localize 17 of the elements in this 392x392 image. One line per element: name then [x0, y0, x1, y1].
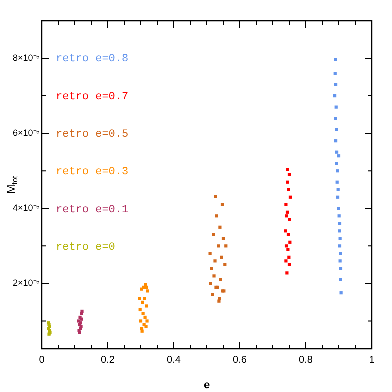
x-tick-label: 0.4 [167, 354, 182, 366]
x-axis-title: e [204, 379, 210, 392]
text: retro e=0 [56, 242, 116, 254]
x-tick-label: 1 [369, 354, 376, 366]
x-tick-label: 0.6 [233, 354, 248, 366]
text: retro e=0.5 [56, 129, 129, 142]
x-tick-label: 0.8 [299, 354, 314, 366]
x-tick-label: 0.2 [101, 354, 116, 366]
y-tick-label: 4×10⁻⁵ [12, 203, 40, 214]
text: retro e=0.7 [56, 91, 129, 104]
y-tick-label: 2×10⁻⁵ [12, 278, 40, 288]
text: retro e=0.1 [56, 204, 130, 216]
x-tick-label: 0 [39, 354, 46, 366]
y-tick-label: 8×10⁻⁵ [12, 53, 40, 64]
text: retro e=0.8 [56, 54, 129, 66]
text: retro e=0.3 [56, 166, 129, 179]
y-tick-label: 6×10⁻⁵ [12, 128, 40, 138]
